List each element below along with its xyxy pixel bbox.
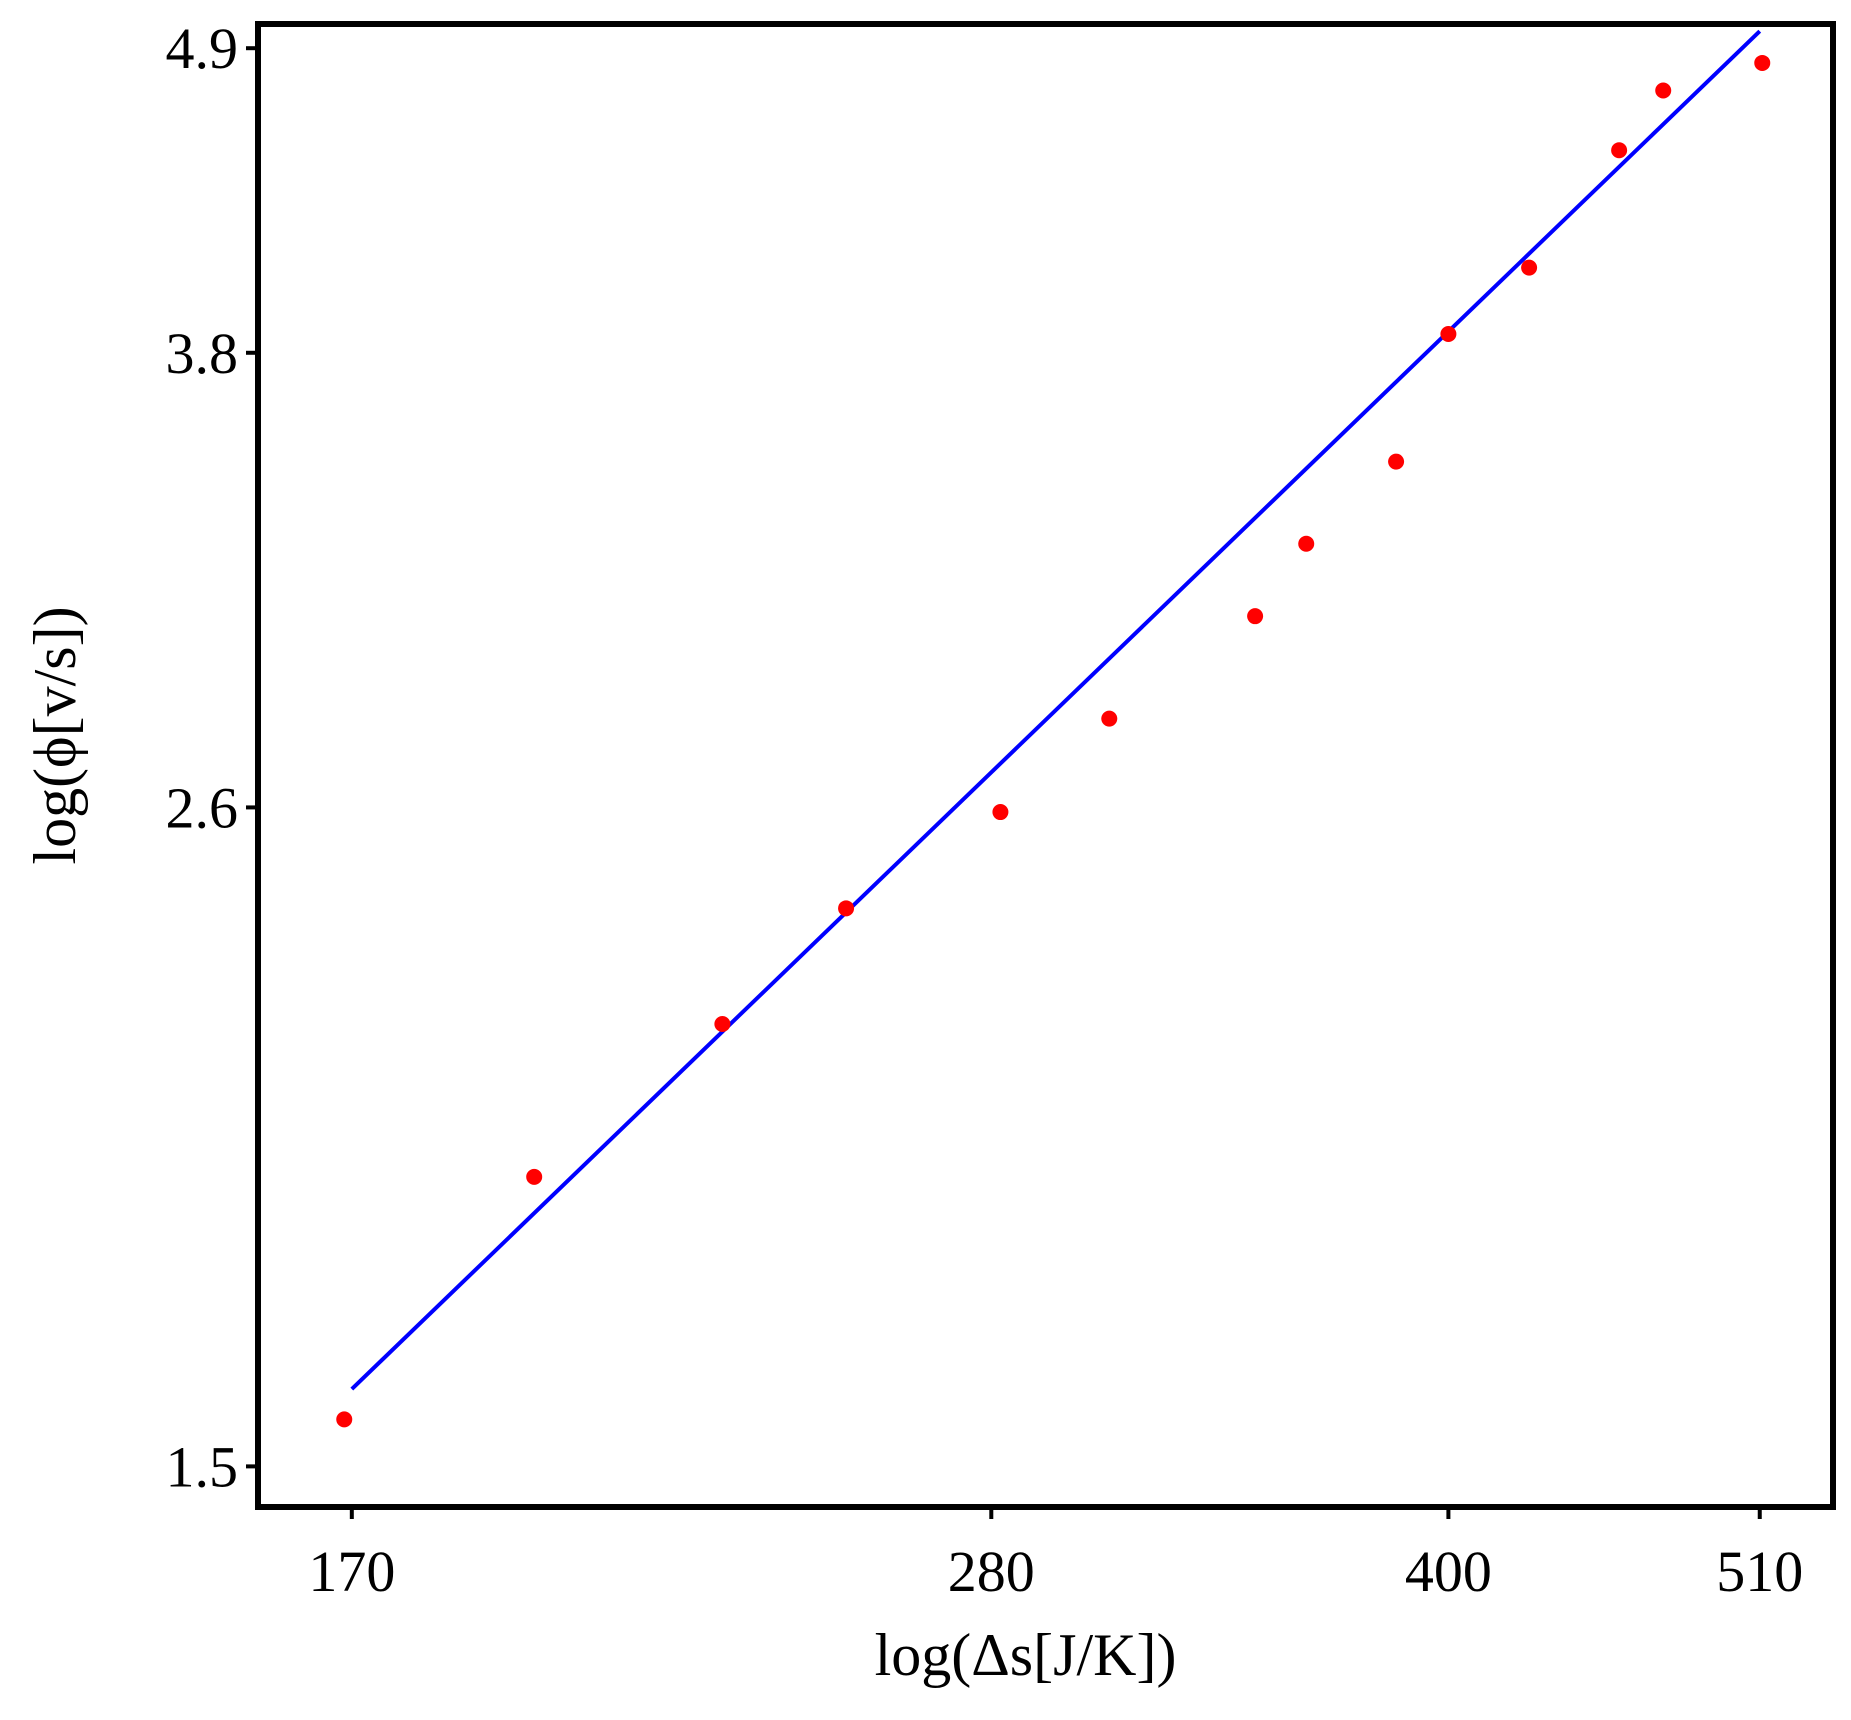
plot-frame — [255, 21, 1836, 1510]
y-tick-label: 4.9 — [166, 16, 239, 81]
x-tick-label: 510 — [1716, 1539, 1803, 1604]
data-point — [1521, 259, 1538, 276]
x-tick-label: 170 — [308, 1539, 395, 1604]
data-point — [714, 1016, 731, 1033]
y-tick-label: 1.5 — [166, 1434, 239, 1499]
data-point — [838, 900, 855, 917]
x-tick-label: 400 — [1405, 1539, 1492, 1604]
data-point — [1440, 326, 1457, 343]
fit-line — [350, 29, 1762, 1391]
data-point — [1298, 535, 1315, 552]
data-point — [1754, 54, 1771, 71]
y-tick-label: 2.6 — [166, 775, 239, 840]
y-tick-label: 3.8 — [166, 321, 239, 386]
data-point — [1247, 608, 1264, 625]
x-tick-label: 280 — [948, 1539, 1035, 1604]
data-point — [1611, 142, 1628, 159]
data-point — [1101, 710, 1118, 727]
x-axis-label: log(Δs[J/K]) — [875, 1622, 1177, 1688]
plot-content — [336, 29, 1771, 1428]
y-axis-ticks: 1.5 2.6 3.8 4.9 — [166, 16, 258, 1499]
data-point — [336, 1411, 353, 1428]
data-point — [1655, 82, 1672, 99]
data-point — [992, 804, 1009, 821]
x-axis-ticks: 170 280 400 510 — [308, 1507, 1803, 1604]
data-point — [1388, 453, 1405, 470]
data-point — [526, 1168, 543, 1185]
y-axis-label: log(ϕ[v/s]) — [22, 606, 88, 864]
